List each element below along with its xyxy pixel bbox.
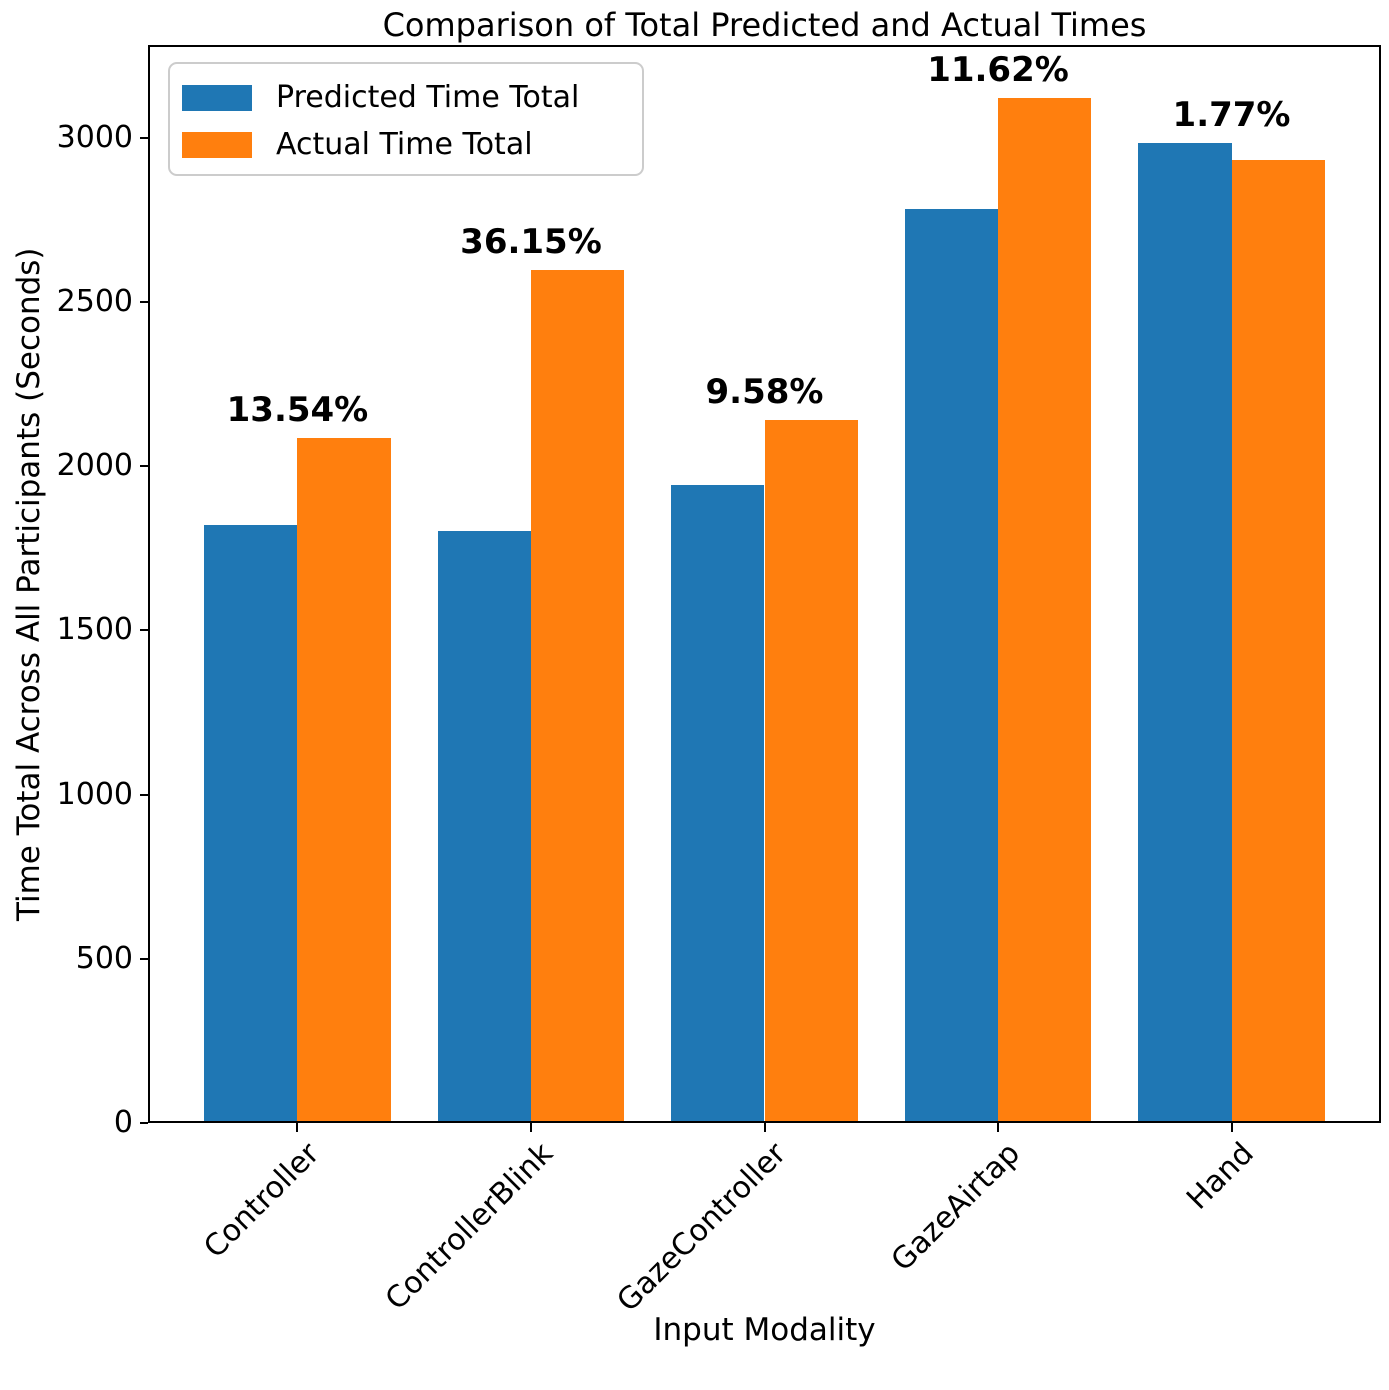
x-tick-label: Controller bbox=[197, 1136, 327, 1266]
bar-predicted-GazeController bbox=[671, 484, 765, 1121]
bar-predicted-ControllerBlink bbox=[437, 530, 531, 1121]
chart-title: Comparison of Total Predicted and Actual… bbox=[382, 6, 1147, 44]
y-tick-mark bbox=[140, 629, 148, 632]
legend-item-predicted: Predicted Time Total bbox=[182, 74, 642, 121]
y-tick-label: 1000 bbox=[56, 776, 133, 812]
plot-area: 13.54% 36.15% 9.58% 11.62% 1.77% bbox=[148, 45, 1381, 1123]
legend: Predicted Time Total Actual Time Total bbox=[168, 62, 644, 176]
x-tick-label: GazeController bbox=[610, 1136, 794, 1319]
bar-actual-ControllerBlink bbox=[530, 269, 625, 1121]
y-tick-label: 3000 bbox=[56, 119, 133, 155]
bar-percent-label: 1.77% bbox=[1172, 94, 1291, 135]
bar-predicted-Hand bbox=[1138, 142, 1232, 1121]
y-tick-mark bbox=[140, 136, 148, 139]
y-tick-label: 2500 bbox=[56, 284, 133, 320]
bar-percent-label: 11.62% bbox=[927, 49, 1069, 90]
bar-actual-Controller bbox=[297, 438, 391, 1121]
bar-percent-label: 36.15% bbox=[460, 221, 602, 262]
y-tick-mark bbox=[140, 793, 148, 796]
x-axis-label: Input Modality bbox=[653, 1312, 876, 1348]
legend-label-predicted: Predicted Time Total bbox=[276, 80, 580, 115]
y-tick-mark bbox=[140, 465, 148, 468]
legend-item-actual: Actual Time Total bbox=[182, 121, 642, 168]
bar-predicted-Controller bbox=[204, 524, 298, 1121]
y-tick-label: 0 bbox=[113, 1105, 133, 1140]
y-tick-label: 2000 bbox=[56, 448, 133, 484]
x-tick-mark bbox=[529, 1123, 532, 1132]
x-tick-mark bbox=[763, 1123, 766, 1132]
bar-percent-label: 13.54% bbox=[226, 390, 369, 431]
x-tick-mark bbox=[296, 1123, 299, 1132]
bar-actual-Hand bbox=[1231, 159, 1325, 1121]
y-tick-mark bbox=[140, 957, 148, 960]
legend-swatch-actual bbox=[182, 131, 252, 158]
bar-actual-GazeController bbox=[764, 419, 858, 1121]
legend-swatch-predicted bbox=[182, 84, 252, 111]
bar-actual-GazeAirtap bbox=[998, 97, 1092, 1121]
y-tick-mark bbox=[140, 1122, 148, 1124]
x-tick-mark bbox=[1230, 1123, 1233, 1132]
bar-predicted-GazeAirtap bbox=[904, 209, 999, 1121]
x-tick-label: Hand bbox=[1179, 1136, 1261, 1217]
y-tick-label: 1500 bbox=[56, 612, 133, 648]
bar-percent-label: 9.58% bbox=[705, 371, 824, 412]
x-tick-label: GazeAirtap bbox=[884, 1136, 1027, 1279]
y-tick-mark bbox=[140, 301, 148, 304]
legend-label-actual: Actual Time Total bbox=[276, 127, 533, 162]
y-tick-label: 500 bbox=[75, 940, 133, 976]
x-tick-mark bbox=[997, 1123, 1000, 1132]
x-tick-label: ControllerBlink bbox=[378, 1136, 560, 1318]
